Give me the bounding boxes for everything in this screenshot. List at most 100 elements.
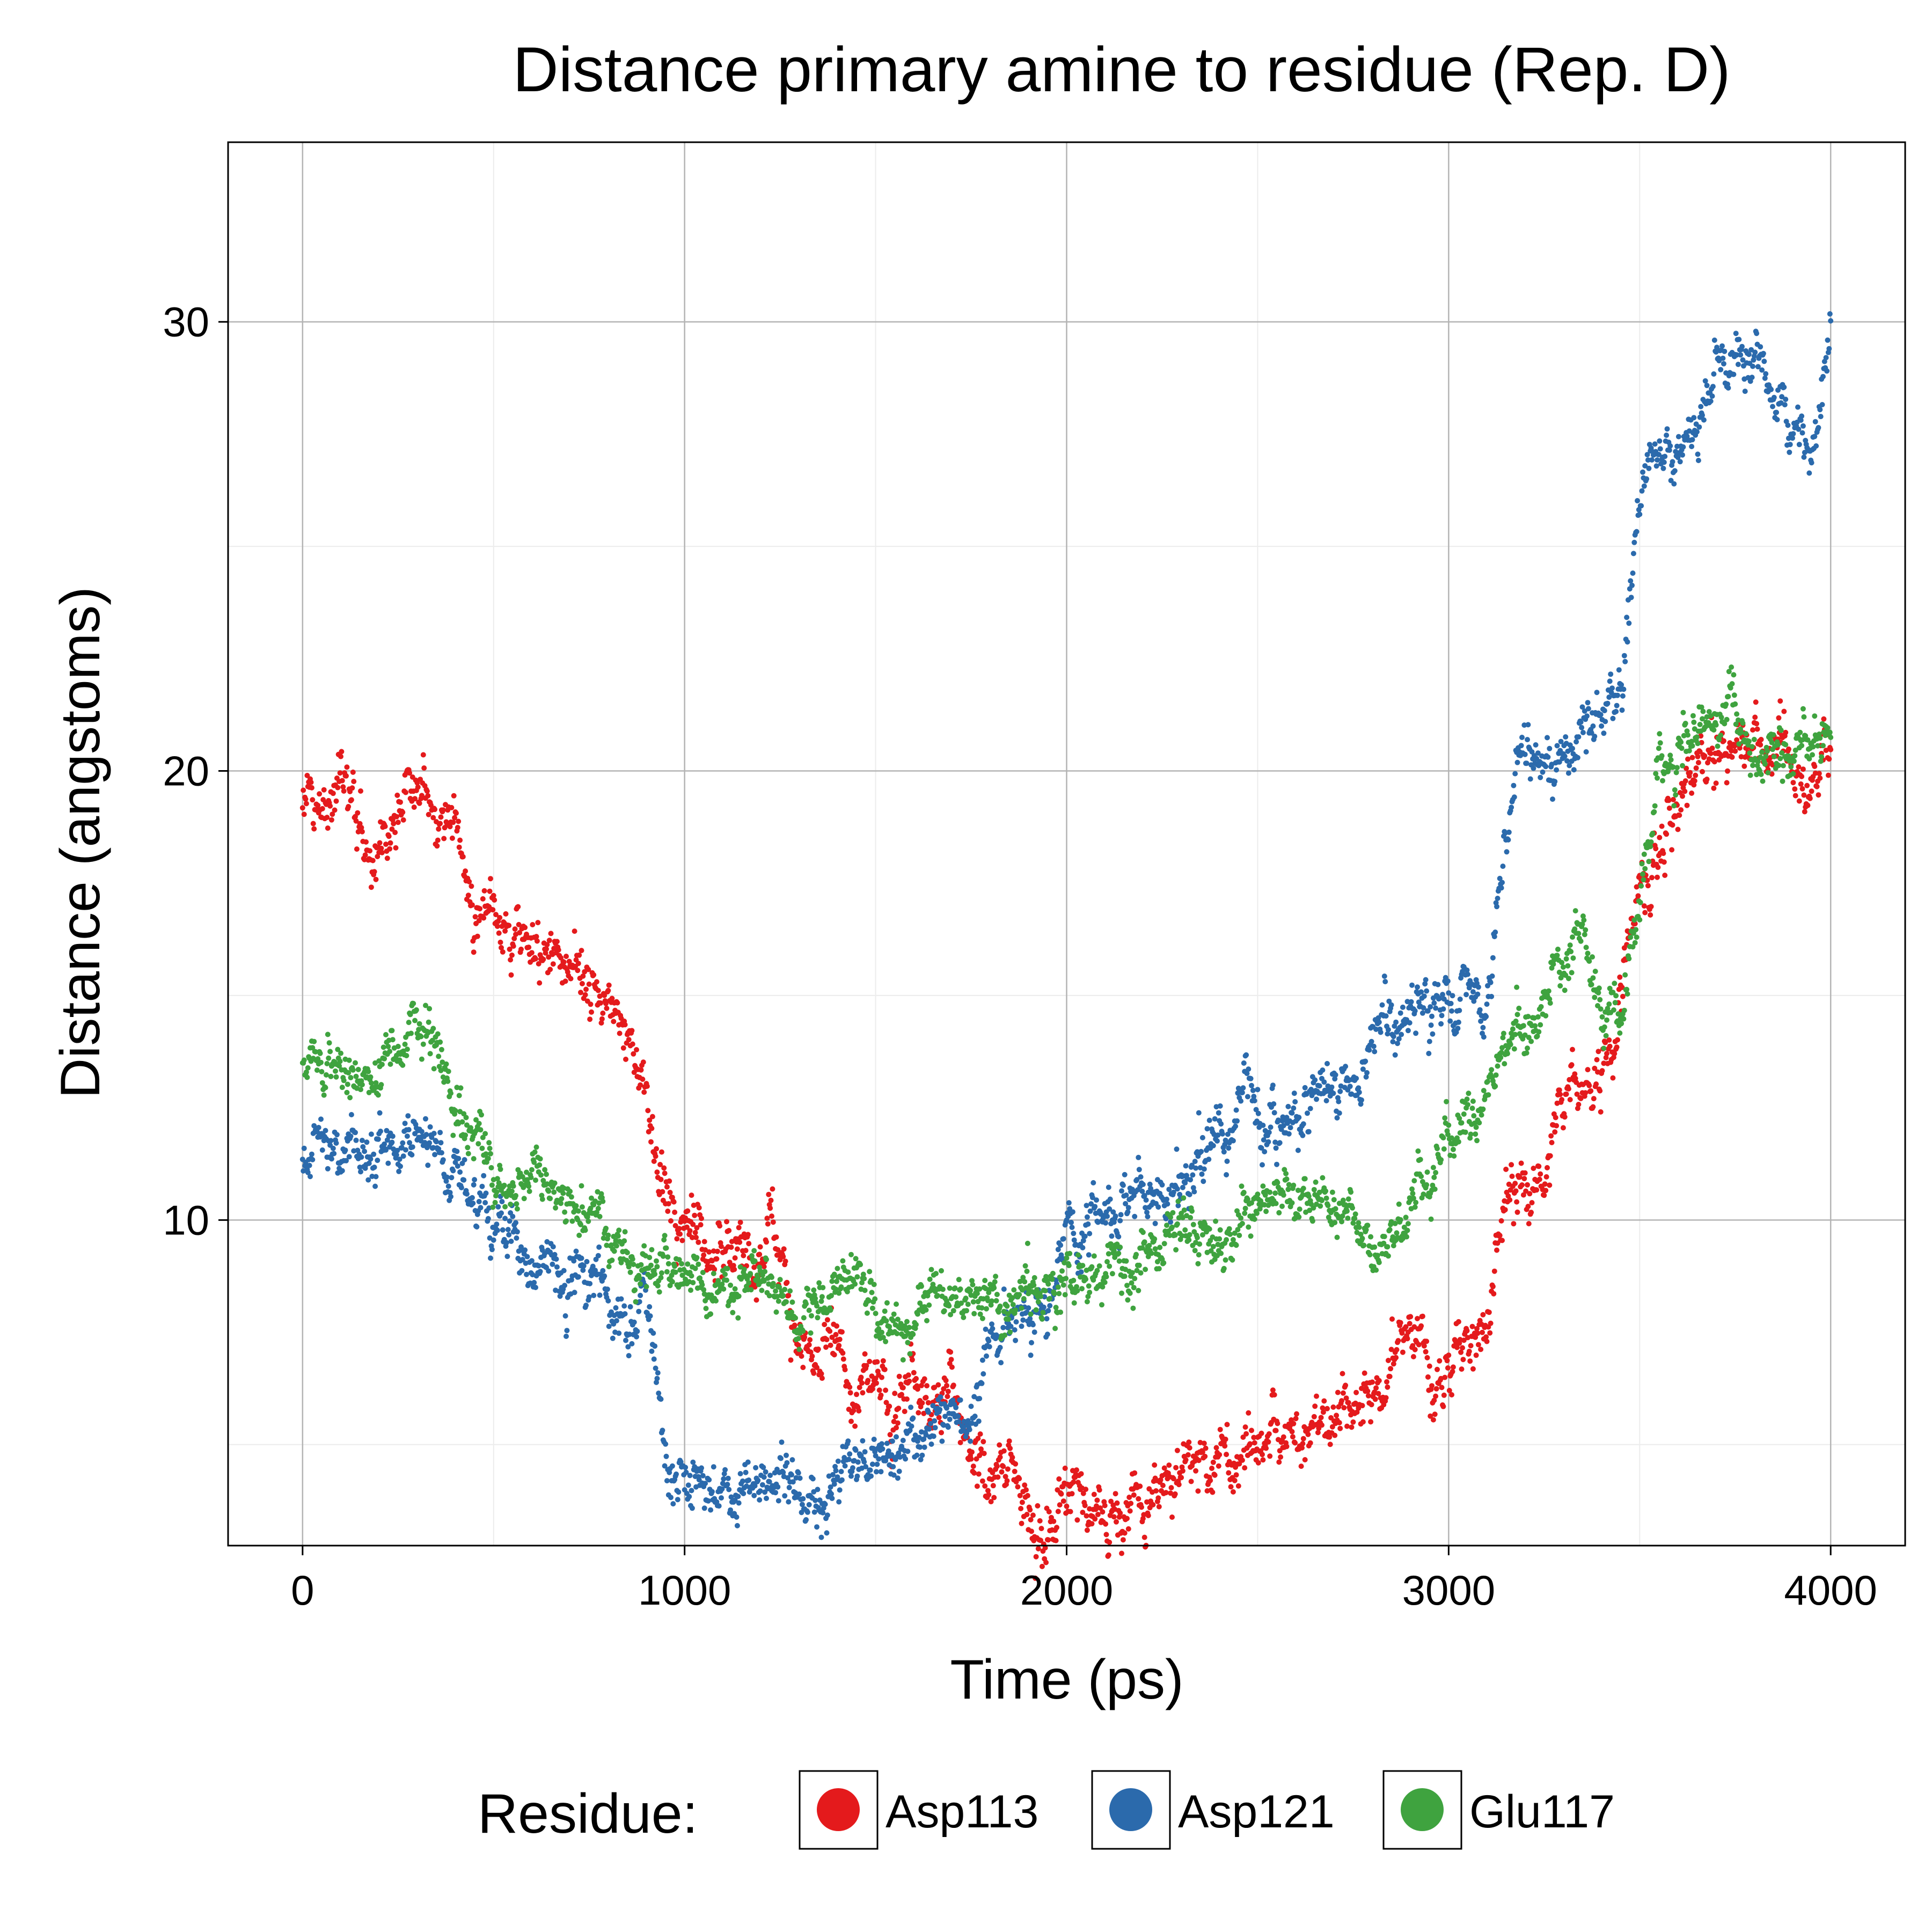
data-point xyxy=(415,784,421,790)
data-point xyxy=(1531,1166,1536,1171)
data-point xyxy=(748,1271,753,1277)
data-point xyxy=(500,949,506,955)
data-point xyxy=(305,1065,311,1071)
data-point xyxy=(1291,1421,1297,1426)
data-point xyxy=(1614,1044,1620,1050)
data-point xyxy=(703,1306,709,1312)
data-point xyxy=(706,1249,712,1255)
data-point xyxy=(325,1166,331,1172)
data-point xyxy=(1085,1221,1091,1227)
data-point xyxy=(511,935,517,941)
data-point xyxy=(857,1385,862,1391)
data-point xyxy=(770,1280,776,1286)
data-point xyxy=(368,884,374,890)
data-point xyxy=(1132,1470,1138,1476)
data-point xyxy=(991,1495,997,1501)
data-point xyxy=(1019,1323,1024,1329)
data-point xyxy=(622,1022,628,1028)
data-point xyxy=(654,1146,659,1152)
data-point xyxy=(1437,1358,1443,1364)
data-point xyxy=(471,949,477,955)
data-point xyxy=(1218,1121,1224,1127)
data-point xyxy=(1816,425,1821,430)
data-point xyxy=(1006,1316,1012,1322)
data-point xyxy=(327,803,333,809)
data-point xyxy=(309,1151,314,1157)
data-point xyxy=(1554,767,1560,773)
data-point xyxy=(1251,1435,1257,1440)
data-point xyxy=(676,1489,682,1495)
data-point xyxy=(586,981,592,987)
data-point xyxy=(806,1342,812,1348)
data-point xyxy=(647,1117,653,1123)
data-point xyxy=(1023,1487,1029,1493)
data-point xyxy=(1691,415,1697,421)
data-point xyxy=(564,1218,569,1224)
data-point xyxy=(409,1144,415,1150)
data-point xyxy=(1233,1123,1239,1129)
data-point xyxy=(743,1248,749,1254)
data-point xyxy=(979,1478,985,1484)
data-point xyxy=(1271,1110,1277,1116)
data-point xyxy=(842,1367,848,1373)
data-point xyxy=(900,1438,906,1443)
data-point xyxy=(512,926,518,932)
data-point xyxy=(1782,402,1788,408)
data-point xyxy=(1684,802,1690,808)
data-point xyxy=(447,1190,453,1196)
data-point xyxy=(1722,348,1728,354)
data-point xyxy=(1158,1477,1163,1483)
data-point xyxy=(1407,1321,1413,1327)
data-point xyxy=(479,1183,485,1189)
data-point xyxy=(1038,1538,1044,1543)
data-point xyxy=(517,930,523,935)
data-point xyxy=(1583,749,1589,755)
data-point xyxy=(1660,851,1666,857)
data-point xyxy=(654,1258,659,1264)
data-point xyxy=(483,1151,489,1157)
data-point xyxy=(1541,1192,1547,1198)
data-point xyxy=(1661,859,1667,865)
data-point xyxy=(553,1256,559,1262)
data-point xyxy=(700,1270,706,1276)
data-point xyxy=(1179,1475,1184,1481)
data-point xyxy=(743,1469,749,1475)
data-point xyxy=(1704,383,1710,389)
data-point xyxy=(586,1218,591,1224)
data-point xyxy=(1057,1502,1063,1508)
data-point xyxy=(1270,1082,1276,1088)
data-point xyxy=(766,1479,772,1484)
data-point xyxy=(662,1463,668,1469)
data-point xyxy=(773,1288,779,1294)
data-point xyxy=(638,1281,643,1287)
data-point xyxy=(1275,1421,1280,1426)
data-point xyxy=(1255,1110,1261,1116)
data-point xyxy=(907,1428,913,1433)
data-point xyxy=(1255,1460,1261,1466)
data-point xyxy=(1030,1322,1036,1328)
data-point xyxy=(1053,1538,1059,1543)
data-point xyxy=(1373,1027,1379,1032)
data-point xyxy=(1136,1167,1142,1173)
data-point xyxy=(726,1487,732,1492)
data-point xyxy=(1393,1019,1399,1025)
data-point xyxy=(986,1492,992,1498)
data-point xyxy=(1044,1316,1050,1322)
data-point xyxy=(1753,699,1759,705)
data-point xyxy=(1243,1431,1249,1437)
data-point xyxy=(853,1447,859,1453)
data-point xyxy=(1809,788,1814,794)
data-point xyxy=(869,1461,875,1467)
data-point xyxy=(1525,1182,1530,1188)
data-point xyxy=(860,1390,866,1396)
data-point xyxy=(1612,1051,1618,1057)
data-point xyxy=(472,1177,478,1183)
data-point xyxy=(1563,1091,1569,1097)
data-point xyxy=(829,1491,834,1497)
data-point xyxy=(908,1404,914,1410)
data-point xyxy=(735,1315,741,1321)
data-point xyxy=(658,1176,664,1182)
data-point xyxy=(638,1067,644,1073)
data-point xyxy=(650,1330,656,1336)
data-point xyxy=(1376,1019,1382,1025)
